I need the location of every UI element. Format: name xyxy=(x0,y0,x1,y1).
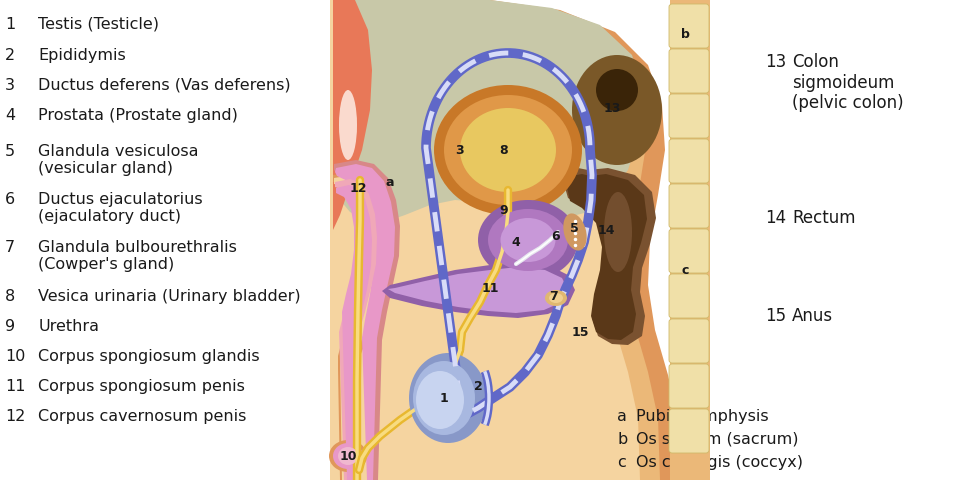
Ellipse shape xyxy=(604,192,632,272)
Text: 8: 8 xyxy=(500,144,508,156)
Text: Epididymis: Epididymis xyxy=(38,48,126,63)
Ellipse shape xyxy=(596,69,638,111)
Polygon shape xyxy=(567,174,647,340)
Text: 2: 2 xyxy=(5,48,15,63)
FancyBboxPatch shape xyxy=(669,139,709,183)
Ellipse shape xyxy=(549,293,563,303)
Text: a: a xyxy=(386,176,395,189)
Polygon shape xyxy=(335,179,377,480)
FancyBboxPatch shape xyxy=(669,49,709,93)
Polygon shape xyxy=(335,164,395,480)
Text: 9: 9 xyxy=(5,319,15,334)
Text: 12: 12 xyxy=(5,409,25,424)
Ellipse shape xyxy=(572,55,662,165)
Text: 5: 5 xyxy=(569,221,578,235)
Polygon shape xyxy=(333,172,388,480)
FancyBboxPatch shape xyxy=(669,229,709,273)
Polygon shape xyxy=(334,175,383,480)
Text: 11: 11 xyxy=(5,379,25,394)
Ellipse shape xyxy=(333,443,363,469)
Ellipse shape xyxy=(413,361,475,435)
Text: 5: 5 xyxy=(5,144,15,159)
Text: Ductus ejaculatorius
(ejaculatory duct): Ductus ejaculatorius (ejaculatory duct) xyxy=(38,192,203,225)
FancyBboxPatch shape xyxy=(669,274,709,318)
Ellipse shape xyxy=(409,353,487,443)
Ellipse shape xyxy=(444,95,572,205)
Text: Corpus spongiosum penis: Corpus spongiosum penis xyxy=(38,379,245,394)
Text: Vesica urinaria (Urinary bladder): Vesica urinaria (Urinary bladder) xyxy=(38,289,301,304)
Text: Glandula vesiculosa
(vesicular gland): Glandula vesiculosa (vesicular gland) xyxy=(38,144,199,176)
Text: 13: 13 xyxy=(765,53,786,71)
Text: 1: 1 xyxy=(5,17,15,32)
Ellipse shape xyxy=(478,200,578,280)
Text: Pubic symphysis: Pubic symphysis xyxy=(636,409,768,424)
Ellipse shape xyxy=(545,290,567,306)
Ellipse shape xyxy=(434,85,582,215)
Text: 12: 12 xyxy=(349,181,367,194)
Polygon shape xyxy=(333,0,372,230)
Text: Ductus deferens (Vas deferens): Ductus deferens (Vas deferens) xyxy=(38,78,291,93)
Text: Corpus spongiosum glandis: Corpus spongiosum glandis xyxy=(38,349,260,364)
Ellipse shape xyxy=(500,218,556,262)
Ellipse shape xyxy=(329,440,367,472)
Ellipse shape xyxy=(338,447,358,465)
Text: 15: 15 xyxy=(571,325,588,338)
Text: Prostata (Prostate gland): Prostata (Prostate gland) xyxy=(38,108,238,122)
Polygon shape xyxy=(564,168,656,345)
Text: b: b xyxy=(681,28,689,41)
Polygon shape xyxy=(336,185,372,480)
Text: 10: 10 xyxy=(5,349,25,364)
Text: c: c xyxy=(617,455,626,470)
Text: 14: 14 xyxy=(597,224,614,237)
Text: c: c xyxy=(682,264,688,276)
Text: 3: 3 xyxy=(5,78,14,93)
Text: 15: 15 xyxy=(765,307,786,325)
Text: 4: 4 xyxy=(512,236,520,249)
Text: Urethra: Urethra xyxy=(38,319,100,334)
Text: Os sacrum (sacrum): Os sacrum (sacrum) xyxy=(636,432,798,447)
Text: 4: 4 xyxy=(5,108,15,122)
Text: 10: 10 xyxy=(339,449,357,463)
Text: Colon
sigmoideum
(pelvic colon): Colon sigmoideum (pelvic colon) xyxy=(792,53,903,112)
Text: 14: 14 xyxy=(765,209,786,227)
Text: 1: 1 xyxy=(440,392,448,405)
Text: Testis (Testicle): Testis (Testicle) xyxy=(38,17,159,32)
Ellipse shape xyxy=(339,90,357,160)
Text: 6: 6 xyxy=(552,229,561,242)
Text: Glandula bulbourethralis
(Cowper's gland): Glandula bulbourethralis (Cowper's gland… xyxy=(38,240,237,273)
Text: 3: 3 xyxy=(456,144,465,156)
Text: 7: 7 xyxy=(548,290,558,303)
FancyBboxPatch shape xyxy=(669,319,709,363)
Text: 13: 13 xyxy=(603,101,621,115)
Polygon shape xyxy=(670,0,710,480)
Polygon shape xyxy=(388,267,568,313)
Ellipse shape xyxy=(460,108,556,192)
Polygon shape xyxy=(330,0,680,480)
FancyBboxPatch shape xyxy=(669,364,709,408)
Text: b: b xyxy=(617,432,628,447)
Polygon shape xyxy=(330,0,640,480)
Text: Rectum: Rectum xyxy=(792,209,855,227)
FancyBboxPatch shape xyxy=(669,409,709,453)
Polygon shape xyxy=(382,262,575,318)
Text: Corpus cavernosum penis: Corpus cavernosum penis xyxy=(38,409,247,424)
FancyBboxPatch shape xyxy=(669,4,709,48)
Ellipse shape xyxy=(488,209,568,271)
Ellipse shape xyxy=(416,371,464,429)
FancyBboxPatch shape xyxy=(669,184,709,228)
Polygon shape xyxy=(333,0,643,222)
Text: Anus: Anus xyxy=(792,307,833,325)
Text: 7: 7 xyxy=(5,240,15,255)
Polygon shape xyxy=(330,0,660,480)
Text: 11: 11 xyxy=(481,281,499,295)
Text: Os coccygis (coccyx): Os coccygis (coccyx) xyxy=(636,455,803,470)
Text: 2: 2 xyxy=(473,380,482,393)
Text: 9: 9 xyxy=(500,204,508,216)
Ellipse shape xyxy=(564,214,587,251)
FancyBboxPatch shape xyxy=(669,94,709,138)
Text: 6: 6 xyxy=(5,192,15,207)
Polygon shape xyxy=(334,160,400,480)
Text: 8: 8 xyxy=(5,289,15,304)
Text: a: a xyxy=(617,409,627,424)
